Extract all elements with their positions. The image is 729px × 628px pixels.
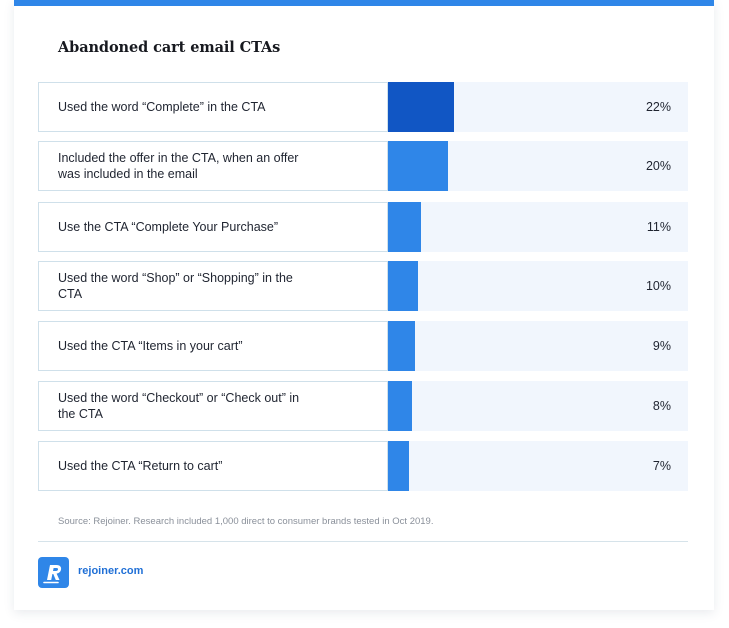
bar-row: Included the offer in the CTA, when an o… — [38, 141, 688, 191]
bar-row: Used the word “Checkout” or “Check out” … — [38, 381, 688, 431]
chart-title: Abandoned cart email CTAs — [58, 39, 281, 56]
bar-track: 7% — [388, 441, 688, 491]
bar — [388, 381, 412, 431]
value-label: 22% — [645, 100, 671, 114]
bar-track: 22% — [388, 82, 688, 132]
brand-link[interactable]: rejoiner.com — [78, 565, 144, 577]
bar-track: 20% — [388, 141, 688, 191]
value-label: 10% — [645, 279, 671, 293]
footer-divider — [38, 541, 688, 542]
accent-top-bar — [14, 0, 714, 6]
chart-card: Abandoned cart email CTAs Used the word … — [14, 0, 714, 610]
bar-row: Used the CTA “Items in your cart” 9% — [38, 321, 688, 371]
bar — [388, 82, 454, 132]
category-label: Included the offer in the CTA, when an o… — [38, 141, 388, 191]
value-label: 9% — [652, 339, 671, 353]
rejoiner-r-logo-icon — [38, 557, 69, 588]
bar-track: 11% — [388, 202, 688, 252]
bar-row: Used the word “Complete” in the CTA 22% — [38, 82, 688, 132]
bar — [388, 141, 448, 191]
source-note: Source: Rejoiner. Research included 1,00… — [58, 516, 434, 527]
category-label: Used the word “Checkout” or “Check out” … — [38, 381, 388, 431]
category-label: Used the CTA “Return to cart” — [38, 441, 388, 491]
value-label: 11% — [646, 220, 671, 234]
category-label: Used the word “Shop” or “Shopping” in th… — [38, 261, 388, 311]
bar-track: 8% — [388, 381, 688, 431]
bar — [388, 261, 418, 311]
bar-row: Used the CTA “Return to cart” 7% — [38, 441, 688, 491]
value-label: 8% — [652, 399, 671, 413]
category-label: Used the word “Complete” in the CTA — [38, 82, 388, 132]
bar — [388, 441, 409, 491]
bar — [388, 321, 415, 371]
bar-row: Use the CTA “Complete Your Purchase” 11% — [38, 202, 688, 252]
bar-track: 9% — [388, 321, 688, 371]
bar-row: Used the word “Shop” or “Shopping” in th… — [38, 261, 688, 311]
bar-track: 10% — [388, 261, 688, 311]
category-label: Used the CTA “Items in your cart” — [38, 321, 388, 371]
value-label: 20% — [645, 159, 671, 173]
category-label: Use the CTA “Complete Your Purchase” — [38, 202, 388, 252]
value-label: 7% — [652, 459, 671, 473]
bar — [388, 202, 421, 252]
